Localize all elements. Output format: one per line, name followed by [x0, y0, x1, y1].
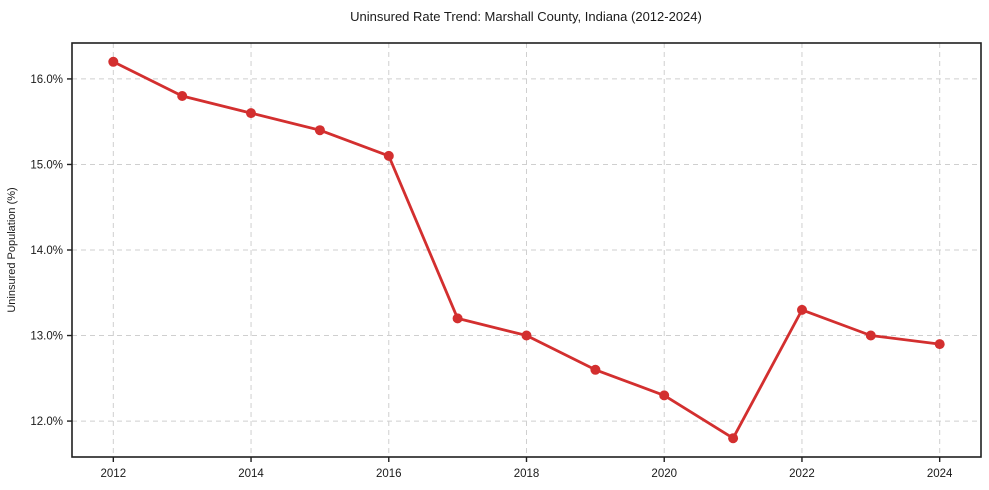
x-tick-label: 2024 [927, 468, 953, 480]
y-axis-label: Uninsured Population (%) [6, 187, 18, 312]
x-tick-label: 2020 [651, 468, 677, 480]
data-point-marker [108, 56, 119, 67]
y-tick-label: 16.0% [30, 74, 63, 86]
x-tick-label: 2012 [101, 468, 127, 480]
data-point-marker [246, 108, 256, 119]
axes-layer: 12.0% 13.0% 14.0% 15.0% 16.0% 2012 2014 2016 201… [30, 42, 982, 480]
y-tick-label: 13.0% [30, 331, 63, 343]
data-point-marker [797, 304, 807, 315]
data-point-marker [521, 330, 532, 341]
data-point-marker [865, 330, 876, 341]
y-tick-label: 12.0% [30, 416, 63, 428]
data-point-marker [452, 313, 463, 324]
data-point-marker [177, 91, 188, 101]
x-tick-label: 2016 [376, 468, 402, 480]
x-tick-label: 2014 [238, 468, 264, 480]
data-point-marker [728, 433, 739, 444]
data-point-marker [314, 125, 325, 136]
grid-layer [72, 43, 981, 457]
data-point-marker [383, 150, 394, 161]
data-point-marker [659, 390, 670, 401]
x-tick-label: 2018 [514, 468, 540, 480]
data-point-marker [590, 364, 601, 375]
data-point-marker [934, 339, 945, 350]
y-tick-label: 15.0% [30, 159, 63, 171]
series-layer [108, 56, 945, 444]
y-tick-label: 14.0% [30, 245, 63, 257]
chart-title: Uninsured Rate Trend: Marshall County, I… [350, 9, 702, 24]
x-tick-label: 2022 [789, 468, 815, 480]
